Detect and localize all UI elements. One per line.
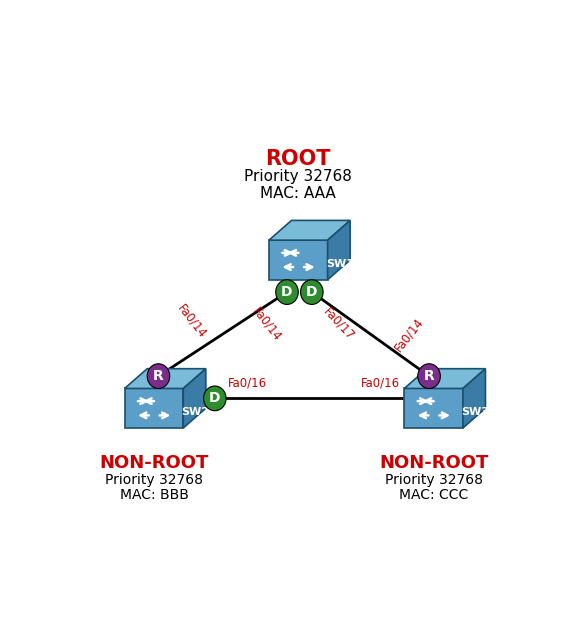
Polygon shape <box>125 388 183 428</box>
Polygon shape <box>328 220 350 280</box>
Circle shape <box>147 364 170 388</box>
Polygon shape <box>404 388 463 428</box>
Text: D: D <box>306 285 318 299</box>
Text: R: R <box>424 369 434 383</box>
Text: NON-ROOT: NON-ROOT <box>379 454 488 472</box>
Text: ROOT: ROOT <box>265 148 331 169</box>
Polygon shape <box>269 240 328 280</box>
Polygon shape <box>269 220 350 240</box>
Text: Priority 32768: Priority 32768 <box>385 473 482 487</box>
Text: MAC: AAA: MAC: AAA <box>260 186 336 201</box>
Text: MAC: CCC: MAC: CCC <box>399 488 468 502</box>
Polygon shape <box>183 369 206 428</box>
Polygon shape <box>404 369 485 388</box>
Text: Fa0/14: Fa0/14 <box>392 315 426 354</box>
Text: Priority 32768: Priority 32768 <box>105 473 203 487</box>
Text: SW2: SW2 <box>182 407 210 417</box>
Text: Fa0/16: Fa0/16 <box>228 376 268 390</box>
Circle shape <box>204 386 226 411</box>
Text: Fa0/14: Fa0/14 <box>175 302 210 341</box>
Circle shape <box>276 280 299 304</box>
Circle shape <box>300 280 323 304</box>
Polygon shape <box>463 369 485 428</box>
Text: D: D <box>281 285 293 299</box>
Text: Fa0/17: Fa0/17 <box>321 306 357 343</box>
Text: D: D <box>209 392 221 405</box>
Text: SW1: SW1 <box>326 259 354 269</box>
Circle shape <box>418 364 441 388</box>
Text: Fa0/16: Fa0/16 <box>361 376 400 390</box>
Text: SW3: SW3 <box>462 407 489 417</box>
Text: Fa0/14: Fa0/14 <box>250 305 284 343</box>
Text: Priority 32768: Priority 32768 <box>244 169 352 184</box>
Text: R: R <box>153 369 164 383</box>
Text: NON-ROOT: NON-ROOT <box>100 454 208 472</box>
Text: MAC: BBB: MAC: BBB <box>119 488 189 502</box>
Polygon shape <box>125 369 206 388</box>
